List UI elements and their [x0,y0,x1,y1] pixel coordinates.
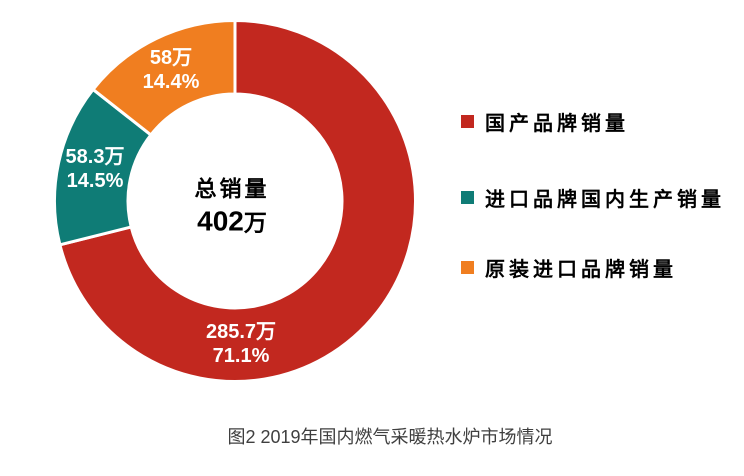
legend-label: 原装进口品牌销量 [485,256,677,281]
slice-label-imported-domestic-production: 58.3万 14.5% [66,145,125,193]
slice-value: 58万 [149,47,193,69]
legend-item-domestic: 国产品牌销量 [461,108,725,135]
center-label-title: 总销量 [194,176,270,203]
legend-label: 国产品牌销量 [485,110,629,135]
slice-percent: 14.5% [66,170,124,192]
legend-swatch-imported-domestic-production [461,190,474,204]
slice-value: 285.7万 [205,321,277,343]
slice-label-original-imported: 58万 14.4% [143,46,200,94]
chart-legend: 国产品牌销量 进口品牌国内生产销量 原装进口品牌销量 [461,108,725,281]
legend-swatch-original-imported [461,260,474,274]
total-unit: 万 [243,209,267,237]
legend-item-original-imported: 原装进口品牌销量 [461,254,725,281]
legend-item-imported-domestic-production: 进口品牌国内生产销量 [461,184,725,211]
legend-swatch-domestic [461,114,474,128]
slice-label-domestic: 285.7万 71.1% [206,320,276,368]
donut-slice-domestic [58,18,417,383]
total-value: 402 [197,205,244,237]
slice-percent: 14.4% [142,71,200,93]
legend-label: 进口品牌国内生产销量 [485,186,725,211]
slice-percent: 71.1% [212,345,270,367]
slice-value: 58.3万 [65,146,125,168]
donut-slice-original-imported [90,18,237,137]
donut-center-label: 总销量 402万 [194,175,269,244]
figure-caption: 图2 2019年国内燃气采暖热水炉市场情况 [227,427,553,447]
center-label-total: 402万 [194,205,269,244]
